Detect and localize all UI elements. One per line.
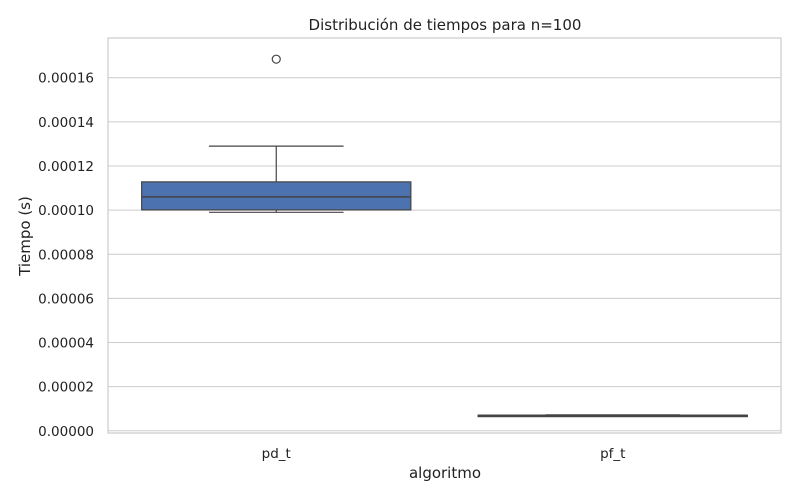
y-tick-label: 0.00006 [38, 291, 94, 307]
x-axis-label: algoritmo [409, 464, 481, 482]
x-tick-label: pd_t [262, 446, 291, 462]
y-tick-label: 0.00016 [38, 71, 94, 87]
iqr-box [141, 181, 412, 211]
y-tick-label: 0.00000 [38, 424, 94, 440]
plot-frame [107, 37, 782, 434]
box-pf_t [477, 414, 748, 418]
x-tick-labels: pd_t pf_t [262, 446, 626, 462]
y-tick-label: 0.00010 [38, 203, 94, 219]
box-pd_t [141, 54, 412, 213]
y-tick-label: 0.00014 [38, 115, 94, 131]
y-tick-label: 0.00012 [38, 159, 94, 175]
x-tick-label: pf_t [600, 446, 625, 462]
y-tick-label: 0.00004 [38, 336, 94, 352]
chart-title: Distribución de tiempos para n=100 [309, 16, 582, 34]
y-tick-labels: 0.00000 0.00002 0.00004 0.00006 0.00008 0.000… [38, 71, 94, 440]
y-tick-label: 0.00002 [38, 380, 94, 396]
grid-layer [108, 77, 781, 432]
y-axis-label: Tiempo (s) [16, 196, 34, 277]
box-layer [141, 54, 748, 418]
outlier-point [271, 54, 281, 64]
y-tick-label: 0.00008 [38, 247, 94, 263]
